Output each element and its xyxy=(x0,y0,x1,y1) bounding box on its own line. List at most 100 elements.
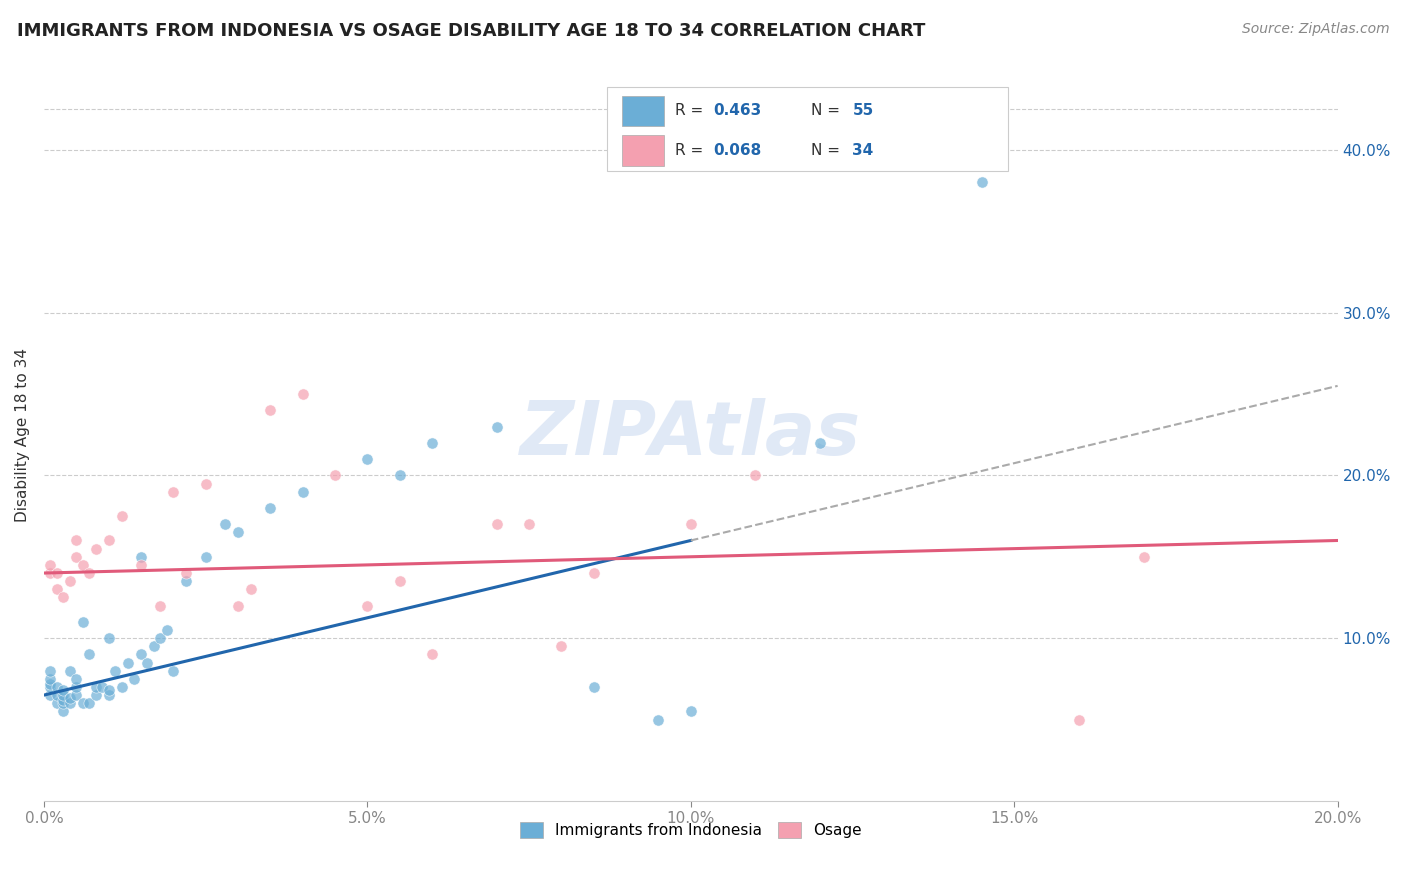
Point xyxy=(485,517,508,532)
Text: 0.463: 0.463 xyxy=(713,103,761,119)
Point xyxy=(97,533,120,548)
Point xyxy=(174,574,197,589)
Point xyxy=(84,680,107,694)
Point xyxy=(59,696,82,710)
Point xyxy=(39,688,62,702)
Point xyxy=(39,566,62,580)
Point xyxy=(45,566,67,580)
Point xyxy=(77,648,100,662)
Point xyxy=(65,688,87,702)
Point xyxy=(1132,549,1154,564)
Point xyxy=(149,599,172,613)
Y-axis label: Disability Age 18 to 34: Disability Age 18 to 34 xyxy=(15,348,30,522)
Point xyxy=(84,688,107,702)
Point xyxy=(39,664,62,678)
Point xyxy=(679,517,702,532)
Point xyxy=(744,468,766,483)
Text: ZIPAtlas: ZIPAtlas xyxy=(520,398,862,471)
Point xyxy=(72,558,94,572)
Point xyxy=(72,696,94,710)
Text: 34: 34 xyxy=(852,143,873,158)
Point xyxy=(77,696,100,710)
Point xyxy=(129,648,152,662)
Point xyxy=(149,631,172,645)
Point xyxy=(124,672,146,686)
FancyBboxPatch shape xyxy=(606,87,1008,171)
FancyBboxPatch shape xyxy=(623,136,664,166)
Point xyxy=(52,696,75,710)
Point xyxy=(52,591,75,605)
Point xyxy=(136,656,159,670)
Point xyxy=(239,582,262,597)
Point xyxy=(59,574,82,589)
Point xyxy=(194,549,217,564)
Point xyxy=(420,435,443,450)
Point xyxy=(162,664,184,678)
Point xyxy=(356,452,378,467)
Point xyxy=(142,640,165,654)
Point xyxy=(65,680,87,694)
Point xyxy=(77,566,100,580)
Point xyxy=(59,691,82,706)
Point xyxy=(65,672,87,686)
Point xyxy=(52,683,75,698)
Point xyxy=(91,680,114,694)
Point xyxy=(162,484,184,499)
Point xyxy=(39,558,62,572)
Point xyxy=(808,435,831,450)
Point xyxy=(45,688,67,702)
Point xyxy=(291,484,314,499)
Point xyxy=(52,688,75,702)
Point xyxy=(110,509,132,524)
Point xyxy=(52,704,75,718)
Point xyxy=(39,676,62,690)
Text: 55: 55 xyxy=(852,103,873,119)
Point xyxy=(226,525,249,540)
Point xyxy=(65,533,87,548)
Point xyxy=(39,672,62,686)
Point xyxy=(679,704,702,718)
Text: R =: R = xyxy=(675,103,709,119)
Point xyxy=(420,648,443,662)
Point xyxy=(129,549,152,564)
FancyBboxPatch shape xyxy=(623,95,664,127)
Point xyxy=(582,566,605,580)
Point xyxy=(72,615,94,629)
Point xyxy=(388,468,411,483)
Point xyxy=(485,419,508,434)
Point xyxy=(65,549,87,564)
Point xyxy=(129,558,152,572)
Point xyxy=(550,640,572,654)
Text: R =: R = xyxy=(675,143,709,158)
Point xyxy=(1067,713,1090,727)
Point xyxy=(104,664,127,678)
Point xyxy=(97,631,120,645)
Point xyxy=(117,656,139,670)
Text: N =: N = xyxy=(811,103,845,119)
Text: Source: ZipAtlas.com: Source: ZipAtlas.com xyxy=(1241,22,1389,37)
Point xyxy=(291,387,314,401)
Point xyxy=(45,582,67,597)
Point xyxy=(226,599,249,613)
Point xyxy=(323,468,346,483)
Text: 0.068: 0.068 xyxy=(713,143,761,158)
Point xyxy=(45,696,67,710)
Text: N =: N = xyxy=(811,143,845,158)
Point xyxy=(970,176,993,190)
Point xyxy=(194,476,217,491)
Point xyxy=(356,599,378,613)
Point xyxy=(517,517,540,532)
Point xyxy=(647,713,669,727)
Point xyxy=(259,403,281,417)
Point xyxy=(52,693,75,707)
Point xyxy=(84,541,107,556)
Point xyxy=(97,688,120,702)
Point xyxy=(582,680,605,694)
Point xyxy=(214,517,236,532)
Point xyxy=(259,500,281,515)
Point xyxy=(110,680,132,694)
Point xyxy=(39,680,62,694)
Point xyxy=(388,574,411,589)
Point xyxy=(97,683,120,698)
Point xyxy=(59,664,82,678)
